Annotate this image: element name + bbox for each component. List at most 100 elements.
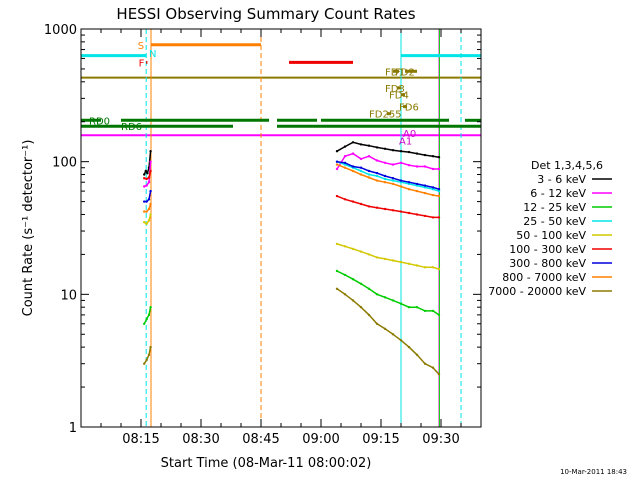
y-axis-label: Count Rate (s⁻¹ detector⁻¹) xyxy=(21,140,36,317)
series-8-point-1-1 xyxy=(343,293,347,296)
series-4-point-1-6 xyxy=(383,257,387,261)
legend-label-4: 50 - 100 keV xyxy=(516,229,586,242)
series-4-point-1-13 xyxy=(437,267,441,271)
series-5-segment-0 xyxy=(143,170,152,180)
series-7-point-1-1 xyxy=(343,166,347,169)
flag-label-s: S xyxy=(138,41,144,52)
series-8-point-0-3 xyxy=(149,345,152,349)
series-3-point-0-13 xyxy=(437,189,441,193)
series-6-point-1-0 xyxy=(335,160,339,163)
series-2-segment-0 xyxy=(143,307,152,325)
legend-title: Det 1,3,4,5,6 xyxy=(531,159,603,172)
series-1-point-0-1 xyxy=(145,184,148,187)
series-1-point-1-9 xyxy=(407,164,411,167)
series-5-point-0-1 xyxy=(145,177,148,181)
series-5-point-1-12 xyxy=(431,216,435,219)
flag-label-rd6: RD6 xyxy=(121,122,142,133)
series-1-point-1-1 xyxy=(343,155,347,158)
series-4-point-1-5 xyxy=(375,256,379,259)
series-7-point-1-10 xyxy=(415,189,419,193)
series-5-point-1-11 xyxy=(423,214,427,218)
series-0-point-1-9 xyxy=(407,150,411,154)
series-7-point-1-5 xyxy=(375,179,379,182)
series-8-point-1-12 xyxy=(431,366,435,369)
series-2-point-1-11 xyxy=(423,309,427,313)
series-2-point-1-0 xyxy=(335,269,339,273)
series-0-segment-1 xyxy=(336,141,440,158)
series-3-segment-0 xyxy=(336,160,440,192)
x-axis-label: Start Time (08-Mar-11 08:00:02) xyxy=(161,456,372,471)
series-8-point-1-9 xyxy=(407,345,411,349)
series-5-point-1-1 xyxy=(343,198,347,201)
flag-label-a1: A1 xyxy=(399,136,412,147)
series-1-point-1-12 xyxy=(431,167,435,171)
flag-label-fd255: FD255 xyxy=(369,110,402,121)
series-0-point-1-13 xyxy=(437,156,441,159)
legend-label-5: 100 - 300 keV xyxy=(509,243,586,256)
series-5-point-0-2 xyxy=(147,176,151,179)
series-3-point-0-5 xyxy=(375,174,379,178)
series-7-point-1-3 xyxy=(359,173,363,176)
series-8-point-1-6 xyxy=(383,327,387,330)
series-4-point-1-8 xyxy=(399,260,403,264)
series-0-point-0-2 xyxy=(146,171,149,175)
series-4-point-0-1 xyxy=(145,222,148,225)
series-1-segment-1 xyxy=(336,152,439,170)
flag-label-rd0: RD0 xyxy=(89,116,110,127)
flag-label-a0: A0 xyxy=(403,129,416,140)
series-4-point-1-11 xyxy=(423,266,427,269)
series-7-point-1-7 xyxy=(391,182,395,186)
flag-label-f: F xyxy=(139,58,145,69)
series-7-point-1-11 xyxy=(423,191,427,195)
series-2-point-1-7 xyxy=(391,299,395,302)
series-0-point-1-2 xyxy=(351,141,355,144)
series-4-point-1-2 xyxy=(351,247,355,251)
flag-label-fd1: FD1 xyxy=(385,67,405,78)
y-tick-label: 100 xyxy=(52,156,77,171)
series-1-point-1-0 xyxy=(335,167,339,171)
series-3-point-0-10 xyxy=(415,184,419,187)
series-6-point-0-1 xyxy=(145,200,148,203)
legend-label-1: 6 - 12 keV xyxy=(530,187,586,200)
series-2-point-0-1 xyxy=(145,318,148,321)
series-0-point-1-0 xyxy=(335,150,339,153)
series-2-segment-1 xyxy=(336,270,440,316)
series-0-point-1-4 xyxy=(367,144,371,147)
series-2-point-1-13 xyxy=(437,313,441,317)
series-5-point-1-0 xyxy=(335,194,339,198)
flag-label-fd3: FD3 xyxy=(385,84,405,95)
series-1-point-0-3 xyxy=(149,160,152,163)
series-6-point-1-12 xyxy=(431,186,435,189)
series-5-point-1-7 xyxy=(391,209,395,212)
series-7-point-1-8 xyxy=(399,185,403,188)
series-5-point-1-5 xyxy=(375,206,379,209)
series-6-point-1-4 xyxy=(367,169,371,173)
series-6-point-1-1 xyxy=(343,161,347,164)
series-6-point-0-2 xyxy=(147,198,151,201)
series-1-point-1-4 xyxy=(367,155,371,158)
series-5-point-1-9 xyxy=(407,211,411,215)
series-5-point-0-3 xyxy=(149,169,152,173)
series-2-point-1-1 xyxy=(343,273,347,277)
series-8-segment-1 xyxy=(336,288,440,375)
legend-label-2: 12 - 25 keV xyxy=(523,201,586,214)
series-0-point-1-10 xyxy=(415,152,419,155)
series-0-point-1-11 xyxy=(423,153,427,157)
series-7-point-1-13 xyxy=(437,194,441,198)
series-6-point-1-2 xyxy=(351,165,355,168)
series-3-point-0-6 xyxy=(383,177,387,181)
footer-timestamp: 10-Mar-2011 18:43 xyxy=(560,468,627,476)
series-0-point-1-1 xyxy=(343,145,347,148)
legend-label-0: 3 - 6 keV xyxy=(537,173,586,186)
series-2-point-1-2 xyxy=(351,278,355,281)
series-5-point-1-4 xyxy=(367,205,371,208)
series-3-point-0-4 xyxy=(367,173,371,176)
series-3-point-0-12 xyxy=(431,188,435,191)
series-2-point-1-10 xyxy=(415,306,419,309)
series-6-point-1-5 xyxy=(375,171,379,175)
